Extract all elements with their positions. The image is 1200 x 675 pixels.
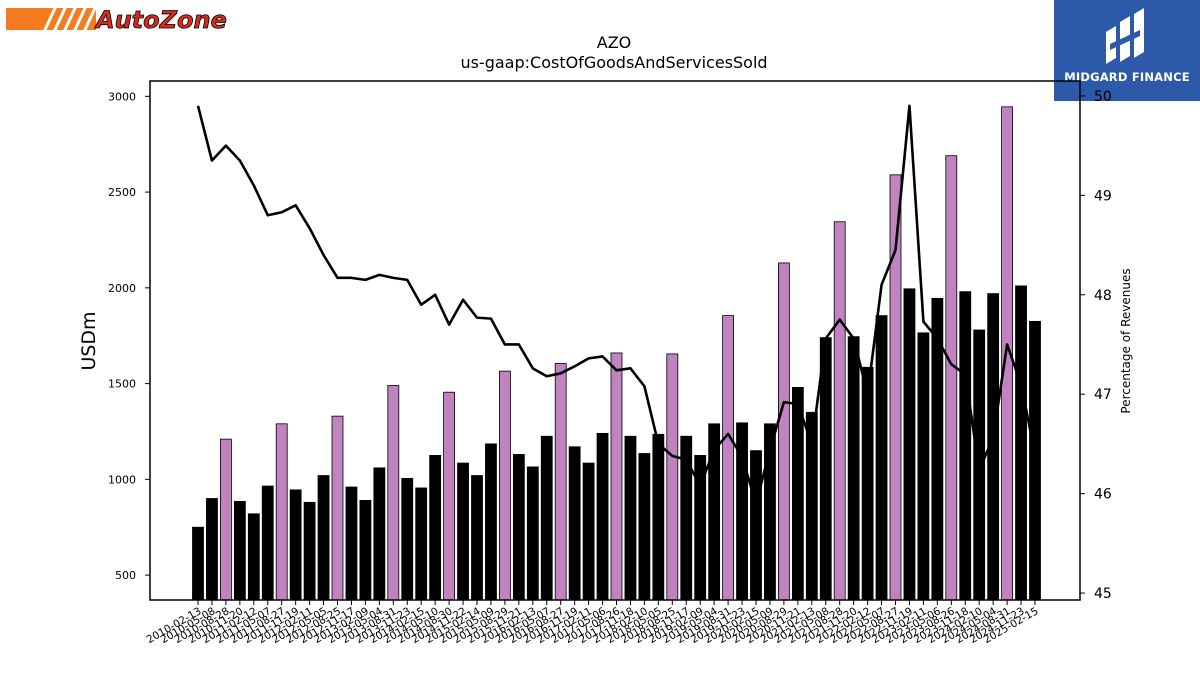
bar [317,475,330,601]
bar [261,485,274,601]
bar [512,454,525,601]
bar [373,467,386,601]
bar [303,501,316,601]
bar [415,487,428,601]
bar [485,443,497,601]
bar [652,433,665,601]
y2-tick-label: 45 [1094,586,1112,602]
bar [722,315,734,601]
y2-tick-label: 48 [1094,288,1112,304]
y2-tick-label: 47 [1094,387,1112,403]
bar [192,526,204,601]
bar [917,332,930,601]
bar [387,385,400,601]
bar [401,477,414,601]
y-tick-label: 500 [115,569,136,582]
bar [247,513,260,601]
bar [540,435,553,601]
autozone-logo-text: AutoZone [94,6,227,34]
bar [1029,320,1041,601]
y-axis-left: 500 1000 1500 2000 2500 3000 [108,90,150,582]
autozone-logo-icon: AutoZone [6,5,227,34]
bar [791,387,804,601]
y2-axis-label: Percentage of Revenues [1119,268,1133,413]
bar [331,415,344,601]
bar [233,500,246,601]
bar [596,432,609,601]
bar [443,391,456,601]
bar [666,353,679,601]
bar [778,262,790,601]
bar [847,336,860,601]
chart-subtitle: us-gaap:CostOfGoodsAndServicesSold [460,53,768,72]
bar [903,288,916,601]
x-axis: 2010-02-132010-05-082010-08-282010-11-20… [145,600,1041,646]
midgard-logo-text: MIDGARD FINANCE [1064,70,1190,84]
y2-tick-label: 50 [1094,89,1112,105]
plot-frame [149,80,1081,601]
bar [875,315,888,601]
bar [554,363,567,601]
bar [1015,285,1027,601]
y2-tick-label: 49 [1094,188,1112,204]
bar [610,352,623,601]
midgard-logo-icon [1106,8,1144,64]
y-axis-right: 45 46 47 48 49 50 [1080,89,1112,602]
y-tick-label: 1000 [108,473,136,486]
y-tick-label: 2500 [108,186,136,199]
bar [638,453,651,601]
bar [861,366,874,601]
bar [526,466,539,601]
bar [206,498,218,601]
bar [568,446,581,601]
y-tick-label: 3000 [108,90,136,103]
bar [345,486,358,601]
bar [359,500,372,601]
chart-title: AZO [596,33,632,52]
bar [959,291,972,601]
y2-tick-label: 46 [1094,487,1112,503]
autozone-logo: AutoZone [4,4,232,34]
y-tick-label: 1500 [108,378,136,391]
bar [275,423,288,601]
bar [471,475,483,601]
bar [429,455,442,601]
bar [457,462,469,601]
bar-series [192,106,1041,601]
bar [289,489,302,601]
line-series [196,104,1037,505]
midgard-finance-logo: MIDGARD FINANCE [1054,0,1200,101]
bar [624,435,637,601]
y-axis-label: USDm [78,311,100,370]
bar [945,155,958,601]
percentage-line [196,104,1037,505]
bar [582,462,595,601]
bar [833,221,846,601]
y-tick-label: 2000 [108,282,136,295]
bar [498,370,511,601]
bar [750,450,762,601]
bar [219,438,232,601]
